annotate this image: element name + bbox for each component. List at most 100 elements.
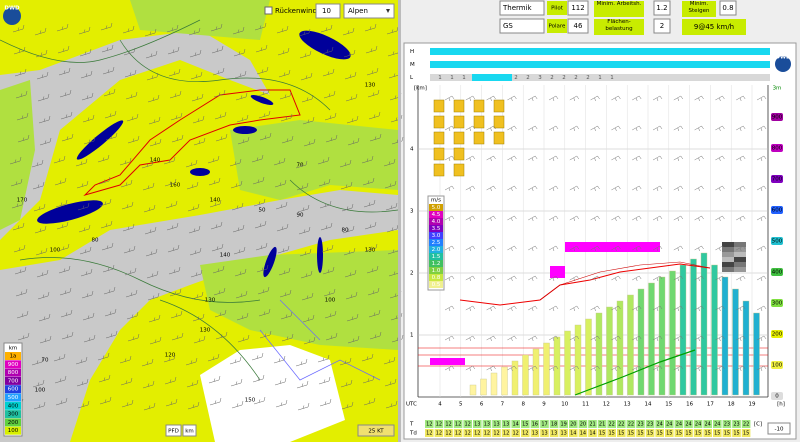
wind-barb: [187, 401, 200, 410]
wind-barb: [274, 377, 287, 386]
td-value: 12: [474, 431, 480, 437]
wind-barb: [255, 44, 268, 53]
t-cell: [578, 420, 588, 428]
wind-barb: [325, 134, 338, 143]
td-value: 15: [724, 431, 730, 437]
wing-load-input[interactable]: [653, 18, 671, 34]
wind-barb: [341, 401, 354, 410]
unit-button[interactable]: [182, 424, 197, 437]
stratus: [734, 267, 746, 272]
wind-barb: [148, 314, 161, 323]
wind-barb: [736, 215, 746, 222]
region-select[interactable]: [343, 3, 395, 19]
scale-level: 2.5: [432, 240, 441, 246]
divider: [398, 0, 401, 442]
td-value: 14: [580, 431, 586, 437]
wind-barb: [188, 225, 201, 234]
td-cell: [482, 429, 492, 437]
wind-barb: [298, 28, 311, 37]
td-cell: [732, 429, 741, 437]
wind-barb: [82, 114, 95, 123]
high-cloud: [473, 115, 485, 129]
wind-barb: [299, 50, 312, 59]
wind-barb: [528, 155, 538, 162]
t-value: 18: [551, 422, 557, 428]
wind-barb: [528, 245, 538, 252]
wind-barb: [190, 71, 203, 80]
wind-barb: [362, 177, 375, 186]
spinner[interactable]: [315, 3, 341, 19]
tailwind-label: Rückenwind: [275, 7, 317, 15]
offset-input[interactable]: [767, 422, 791, 435]
terrain-green: [0, 80, 35, 230]
wind-barb: [756, 275, 767, 282]
wind-barb: [756, 335, 767, 342]
min-work-input[interactable]: [653, 0, 671, 16]
wind-barb: [611, 245, 621, 252]
thermal-column: [501, 366, 508, 396]
wind-barb: [169, 90, 182, 99]
wind-barb: [78, 224, 91, 233]
wind-barb: [652, 275, 663, 282]
t-value: 24: [657, 422, 663, 428]
thermal-column: [606, 306, 613, 396]
scale-title: m/s: [431, 198, 441, 204]
wind-barb: [168, 266, 181, 275]
wind-barb: [528, 95, 538, 102]
wind-barb: [323, 288, 336, 297]
glider-value: GS: [503, 22, 513, 30]
wind-barb: [632, 185, 642, 192]
wind-barb: [715, 185, 725, 192]
t-value: 24: [714, 422, 720, 428]
wind-barb: [77, 400, 90, 409]
wind-barb: [166, 24, 179, 33]
wind-barb: [164, 178, 177, 187]
legend-swatch: [5, 393, 21, 402]
wind-barb: [82, 312, 95, 321]
t-value: 24: [695, 422, 701, 428]
wind-barb: [170, 112, 183, 121]
mode-select[interactable]: [499, 0, 545, 16]
wind-barb: [444, 215, 455, 222]
wind-barb: [756, 95, 767, 102]
wind-barb: [363, 199, 376, 208]
y2-label: 600: [772, 208, 783, 214]
contour-label: 80: [92, 238, 99, 244]
polar-input[interactable]: [567, 18, 589, 34]
wind-barb: [171, 134, 184, 143]
wind-barb: [57, 243, 70, 252]
tailwind-checkbox[interactable]: [264, 6, 273, 15]
glider-select[interactable]: [499, 18, 545, 34]
legend-level: 300: [8, 412, 19, 418]
wind-barb: [37, 93, 50, 102]
high-cloud: [453, 147, 465, 161]
wind-barb: [123, 245, 136, 254]
wind-barb: [694, 335, 704, 342]
wind-barb: [234, 70, 247, 79]
wind-barb: [324, 112, 337, 121]
td-cell: [655, 429, 664, 437]
wind-barb: [171, 332, 184, 341]
wind-barb: [486, 215, 496, 222]
wind-barb: [207, 155, 220, 164]
low-cloud-value: 1: [598, 75, 602, 81]
min-climb-input[interactable]: [719, 0, 737, 16]
x-label: 11: [582, 402, 589, 408]
wind-barb: [569, 335, 580, 342]
wind-barb: [486, 365, 496, 372]
scale-swatch: [429, 218, 443, 225]
wind-barb: [486, 245, 496, 252]
wind-barb: [528, 335, 538, 342]
wind-barb: [694, 125, 704, 132]
td-value: 13: [532, 431, 538, 437]
wind-barb: [297, 204, 310, 213]
td-cell: [540, 429, 549, 437]
t-value: 12: [436, 422, 442, 428]
wind-barb: [276, 223, 289, 232]
thermal-column: [490, 372, 498, 396]
wind-barb: [119, 157, 132, 166]
td-value: 13: [541, 431, 547, 437]
wind-barb: [298, 226, 311, 235]
pfd-button[interactable]: [165, 424, 182, 437]
pilot-input[interactable]: [567, 0, 589, 16]
